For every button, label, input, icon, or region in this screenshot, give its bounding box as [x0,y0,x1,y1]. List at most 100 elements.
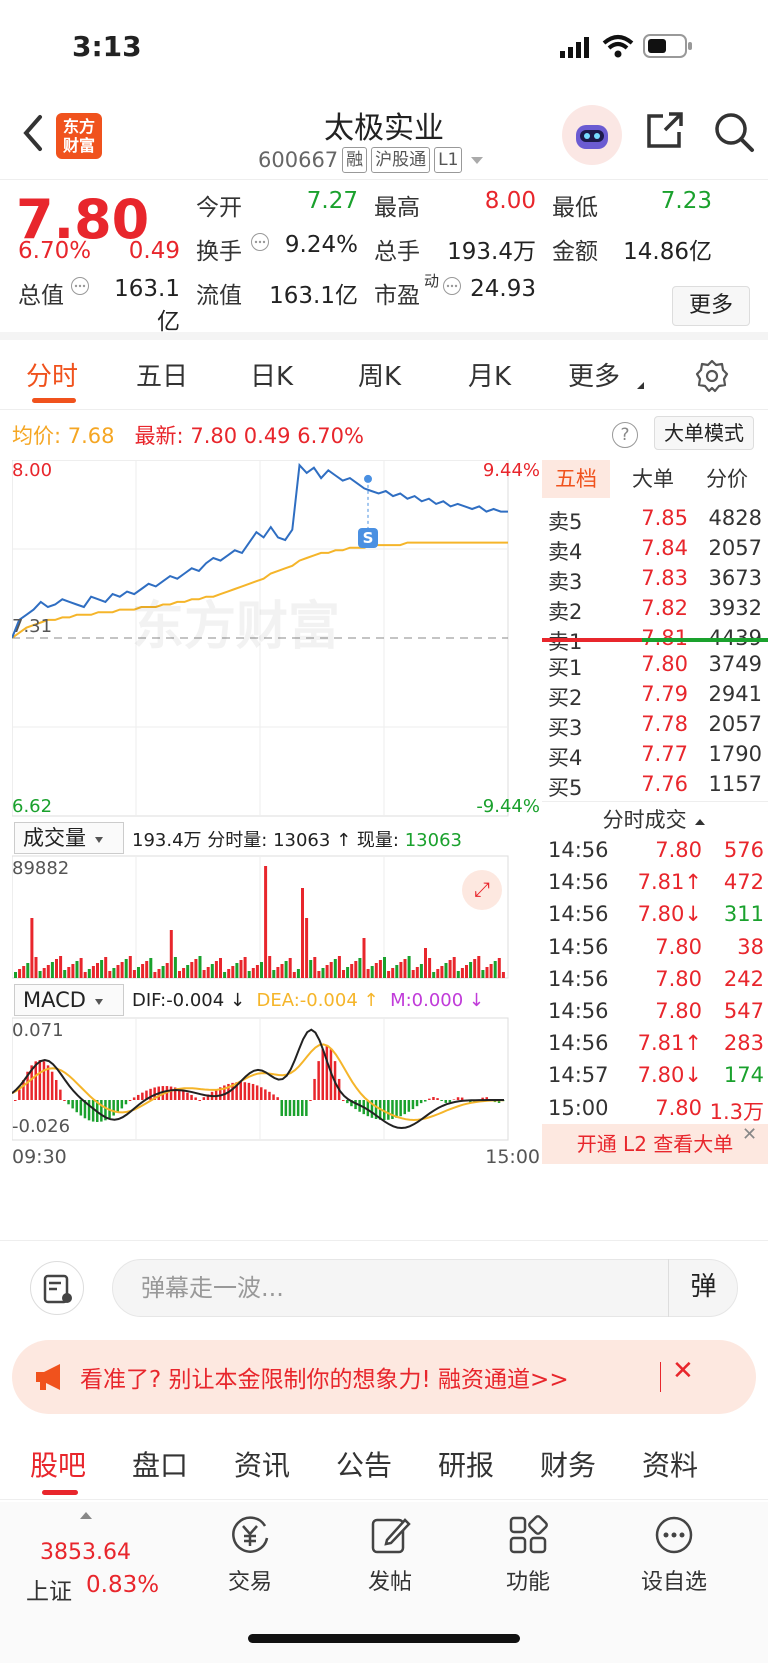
info-dots-icon[interactable] [250,232,270,252]
volume-info: 193.4万 分时量: 13063 ↑ 现量: 13063 [132,830,462,851]
tab-level5[interactable]: 五档 [542,460,610,498]
event-marker[interactable]: S [358,528,378,548]
macd-bar [59,1089,62,1100]
volume-bar [493,961,497,978]
tab-big-orders[interactable]: 大单 [632,467,674,491]
ticks-title[interactable]: 分时成交 [542,804,768,834]
tab-weekly-k[interactable]: 周K [358,362,402,392]
danmu-toggle-button[interactable]: 弹 [668,1259,738,1317]
l2-banner[interactable]: 开通 L2 查看大单 [542,1124,768,1164]
promo-banner[interactable]: 看准了? 别让本金限制你的想象力! 融资通道>> ✕ [12,1340,756,1414]
volume-bar [419,964,423,978]
macd-bar [71,1100,74,1109]
macd-bar [301,1100,304,1116]
volume-bar [407,956,411,978]
tick-time: 14:56 [548,870,609,895]
volume-bar [149,958,153,978]
float-value: 163.1亿 [269,283,358,309]
macd-bar [153,1087,156,1100]
tick-time: 14:56 [548,934,609,959]
volume-bar [501,972,505,978]
bottom-dock: 3853.64 上证 0.83% 交易 发帖 功能 设自选 [0,1502,768,1663]
bid-label: 买3 [548,716,583,740]
tab-financials[interactable]: 财务 [540,1449,597,1482]
macd-bar [296,1100,300,1116]
danmu-list-icon[interactable] [30,1261,84,1315]
axis-bottom-pct: -9.44% [476,796,540,817]
macd-selector[interactable]: MACD [14,984,124,1016]
tick-price: 7.80↓ [637,1063,702,1088]
back-chevron-icon[interactable] [18,113,48,153]
volume-bar [251,968,255,978]
more-quote-button[interactable]: 更多 [672,286,750,326]
volume-bar [14,972,17,978]
volume-bar [350,964,354,978]
tab-price-dist[interactable]: 分价 [706,467,748,491]
quote-panel: 7.80 6.70% 0.49 今开 7.27 最高 8.00 最低 7.23 … [0,180,768,340]
volume-bar [112,968,116,978]
tab-more[interactable]: 更多 [568,362,621,392]
tick-price: 7.81↑ [637,870,702,895]
tab-daily-k[interactable]: 日K [250,362,294,392]
share-icon[interactable] [645,110,685,150]
dock-post[interactable]: 发帖 [330,1512,450,1596]
tab-monthly-k[interactable]: 月K [468,362,512,392]
ask-row: 卖4 7.84 2057 [542,536,768,566]
bid-price: 7.77 [641,742,688,766]
expand-icon[interactable]: ⤢ [462,870,502,910]
intraday-chart[interactable]: 8.00 9.44% 7.31 6.62 -9.44% 东方财富 S 成交量 1… [11,459,542,1235]
macd-axis-bottom: -0.026 [12,1116,71,1137]
volume-bar [358,958,362,978]
volume-bar [489,964,493,978]
macd-bar [75,1100,78,1113]
danmu-input[interactable]: 弹幕走一波... [112,1259,738,1317]
price-line [11,462,508,639]
more-dots-icon [655,1516,693,1554]
ask-label: 卖4 [548,540,583,564]
volume-selector[interactable]: 成交量 [14,822,124,854]
tab-forum[interactable]: 股吧 [30,1449,87,1482]
tick-row: 15:00 7.80 1.3万 [542,1096,768,1126]
search-icon[interactable] [712,110,756,154]
macd-bar [399,1100,402,1117]
volume-bar [104,957,108,978]
dropdown-triangle-icon [94,999,103,1005]
dock-add-watchlist[interactable]: 设自选 [614,1512,734,1596]
volume-label: 总手 [374,239,420,265]
settings-gear-icon[interactable] [694,358,730,394]
info-dots-icon[interactable] [70,276,90,296]
dropdown-triangle-icon[interactable] [466,153,488,167]
volume-bar [309,960,313,978]
big-order-mode-button[interactable]: 大单模式 [654,416,754,450]
dock-functions[interactable]: 功能 [468,1512,588,1596]
pe-value: 24.93 [470,276,536,302]
bid-label: 买4 [548,746,583,770]
macd-bar [202,1097,206,1100]
stock-sub-row[interactable]: 600667 融 沪股通 L1 [258,145,488,175]
axis-top-pct: 9.44% [482,460,540,481]
volume-bar [55,959,58,978]
volume-bar [288,958,292,978]
close-promo-icon[interactable]: ✕ [672,1356,694,1386]
tab-orderbook[interactable]: 盘口 [132,1449,189,1482]
ask-volume: 3673 [708,566,762,590]
tab-news[interactable]: 资讯 [234,1449,291,1482]
info-dots-icon[interactable] [442,276,462,296]
macd-bar [239,1082,242,1100]
close-icon[interactable]: ✕ [742,1124,758,1145]
dock-trade[interactable]: 交易 [190,1512,310,1596]
assistant-robot-avatar[interactable] [562,105,622,165]
tab-intraday[interactable]: 分时 [26,362,79,392]
volume-bar [432,972,436,978]
tab-announcements[interactable]: 公告 [336,1449,393,1482]
volume-bar [96,963,99,978]
avg-price-line [11,541,508,639]
help-icon[interactable]: ? [612,422,638,448]
tab-five-day[interactable]: 五日 [136,362,189,392]
tick-volume: 1.3万 [709,1099,764,1124]
volume-bar [132,970,136,978]
tab-research[interactable]: 研报 [438,1449,495,1482]
macd-bar [91,1100,95,1122]
tab-profile[interactable]: 资料 [642,1449,699,1482]
macd-bar [272,1094,275,1100]
